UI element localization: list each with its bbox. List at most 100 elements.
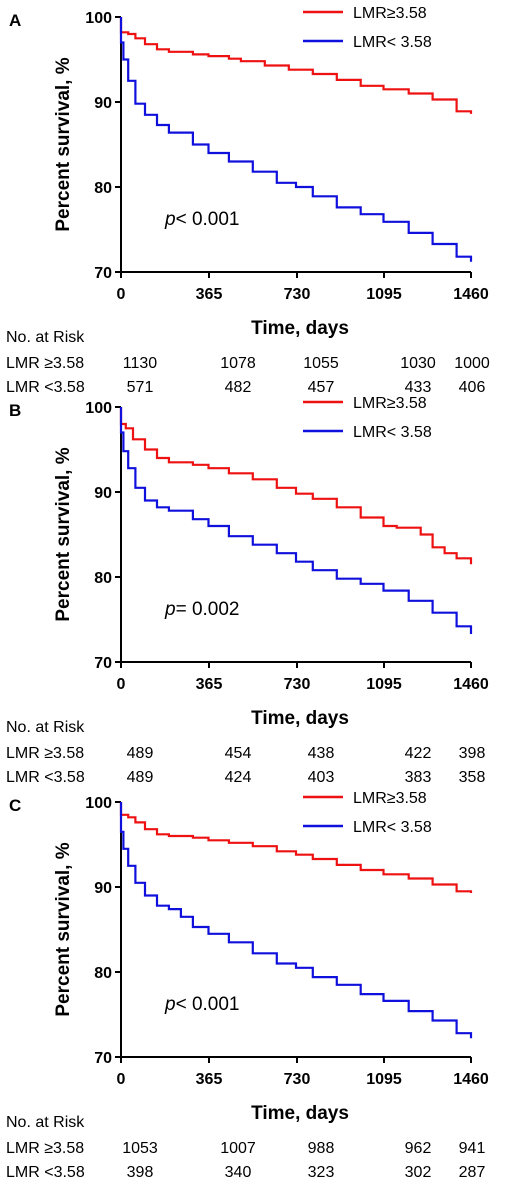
x-tick-label: 365 [196, 286, 223, 303]
risk-row-label: LMR ≥3.58 [6, 1140, 84, 1157]
risk-cell: 1007 [220, 1140, 256, 1157]
legend-label: LMR≥3.58 [353, 5, 427, 22]
series-line-low-lmr [119, 17, 473, 262]
y-tick-label: 100 [85, 10, 112, 27]
risk-cell: 323 [308, 1164, 335, 1181]
y-axis-title: Percent survival, % [53, 57, 74, 231]
panel-c: C 70 80 90 100 0 365 730 1095 1460 Percent surviva… [6, 790, 489, 1181]
risk-table-header: No. at Risk [6, 329, 85, 346]
risk-cell: 988 [308, 1140, 335, 1157]
y-tick-label: 100 [85, 795, 112, 812]
p-value-annotation: p< 0.001 [164, 994, 240, 1015]
series-line-high-lmr [119, 407, 473, 565]
series-line-high-lmr [119, 802, 473, 893]
risk-cell: 1053 [122, 1140, 158, 1157]
y-axis-title: Percent survival, % [53, 447, 74, 621]
y-tick-label: 90 [94, 880, 112, 897]
risk-cell: 406 [459, 379, 486, 396]
y-tick-label: 70 [94, 1050, 112, 1067]
panel-label: A [9, 11, 21, 30]
legend-label: LMR≥3.58 [353, 790, 427, 807]
legend-label: LMR< 3.58 [353, 819, 432, 836]
x-tick-label: 0 [117, 676, 126, 693]
panel-label: B [9, 401, 21, 420]
risk-cell: 302 [405, 1164, 432, 1181]
x-tick-label: 1460 [453, 676, 489, 693]
risk-cell: 433 [405, 379, 432, 396]
x-tick-label: 1095 [366, 676, 402, 693]
risk-cell: 1030 [400, 355, 436, 372]
y-tick-label: 100 [85, 400, 112, 417]
x-tick-label: 365 [196, 1071, 223, 1088]
risk-cell: 1055 [303, 355, 339, 372]
risk-cell: 403 [308, 769, 335, 786]
risk-cell: 962 [405, 1140, 432, 1157]
y-tick-label: 80 [94, 570, 112, 587]
x-axis-title: Time, days [251, 318, 349, 339]
legend-label: LMR< 3.58 [353, 34, 432, 51]
x-tick-label: 1095 [366, 1071, 402, 1088]
p-value-symbol: p [164, 209, 176, 230]
p-value-text: < 0.001 [176, 209, 240, 230]
risk-cell: 383 [405, 769, 432, 786]
risk-row-label: LMR <3.58 [6, 769, 85, 786]
risk-cell: 571 [127, 379, 154, 396]
p-value-symbol: p [164, 599, 176, 620]
y-tick-label: 80 [94, 965, 112, 982]
x-tick-label: 730 [284, 676, 311, 693]
risk-cell: 398 [459, 745, 486, 762]
x-tick-label: 1095 [366, 286, 402, 303]
x-tick-label: 1460 [453, 286, 489, 303]
risk-table-header: No. at Risk [6, 719, 85, 736]
risk-cell: 438 [308, 745, 335, 762]
panel-label: C [9, 796, 21, 815]
x-axis-title: Time, days [251, 708, 349, 729]
y-tick-label: 90 [94, 485, 112, 502]
x-axis-title: Time, days [251, 1103, 349, 1124]
legend-label: LMR< 3.58 [353, 424, 432, 441]
risk-cell: 340 [225, 1164, 252, 1181]
risk-cell: 1000 [454, 355, 490, 372]
x-tick-label: 0 [117, 286, 126, 303]
risk-cell: 358 [459, 769, 486, 786]
p-value-annotation: p= 0.002 [164, 599, 240, 620]
p-value-symbol: p [164, 994, 176, 1015]
series-line-low-lmr [119, 407, 473, 634]
risk-row-label: LMR <3.58 [6, 379, 85, 396]
risk-cell: 489 [127, 745, 154, 762]
p-value-annotation: p< 0.001 [164, 209, 240, 230]
y-tick-label: 70 [94, 655, 112, 672]
risk-cell: 454 [225, 745, 252, 762]
risk-cell: 941 [459, 1140, 486, 1157]
risk-cell: 424 [225, 769, 252, 786]
risk-row-label: LMR ≥3.58 [6, 745, 84, 762]
y-tick-label: 70 [94, 265, 112, 282]
x-tick-label: 365 [196, 676, 223, 693]
risk-cell: 1078 [220, 355, 256, 372]
risk-cell: 422 [405, 745, 432, 762]
risk-cell: 489 [127, 769, 154, 786]
risk-cell: 482 [225, 379, 252, 396]
risk-row-label: LMR <3.58 [6, 1164, 85, 1181]
risk-cell: 457 [308, 379, 335, 396]
risk-cell: 1130 [123, 355, 158, 372]
y-tick-label: 80 [94, 180, 112, 197]
p-value-text: < 0.001 [176, 994, 240, 1015]
risk-table-header: No. at Risk [6, 1114, 85, 1131]
risk-cell: 398 [127, 1164, 154, 1181]
panel-b: B 70 80 90 100 0 365 730 1095 1460 Percent surviva… [6, 395, 489, 786]
risk-cell: 287 [459, 1164, 486, 1181]
risk-row-label: LMR ≥3.58 [6, 355, 84, 372]
x-tick-label: 0 [117, 1071, 126, 1088]
legend-label: LMR≥3.58 [353, 395, 427, 412]
x-tick-label: 1460 [453, 1071, 489, 1088]
x-tick-label: 730 [284, 286, 311, 303]
y-tick-label: 90 [94, 95, 112, 112]
y-axis-title: Percent survival, % [53, 842, 74, 1016]
series-line-low-lmr [119, 802, 473, 1039]
x-tick-label: 730 [284, 1071, 311, 1088]
series-line-high-lmr [119, 17, 473, 114]
p-value-text: = 0.002 [176, 599, 240, 620]
